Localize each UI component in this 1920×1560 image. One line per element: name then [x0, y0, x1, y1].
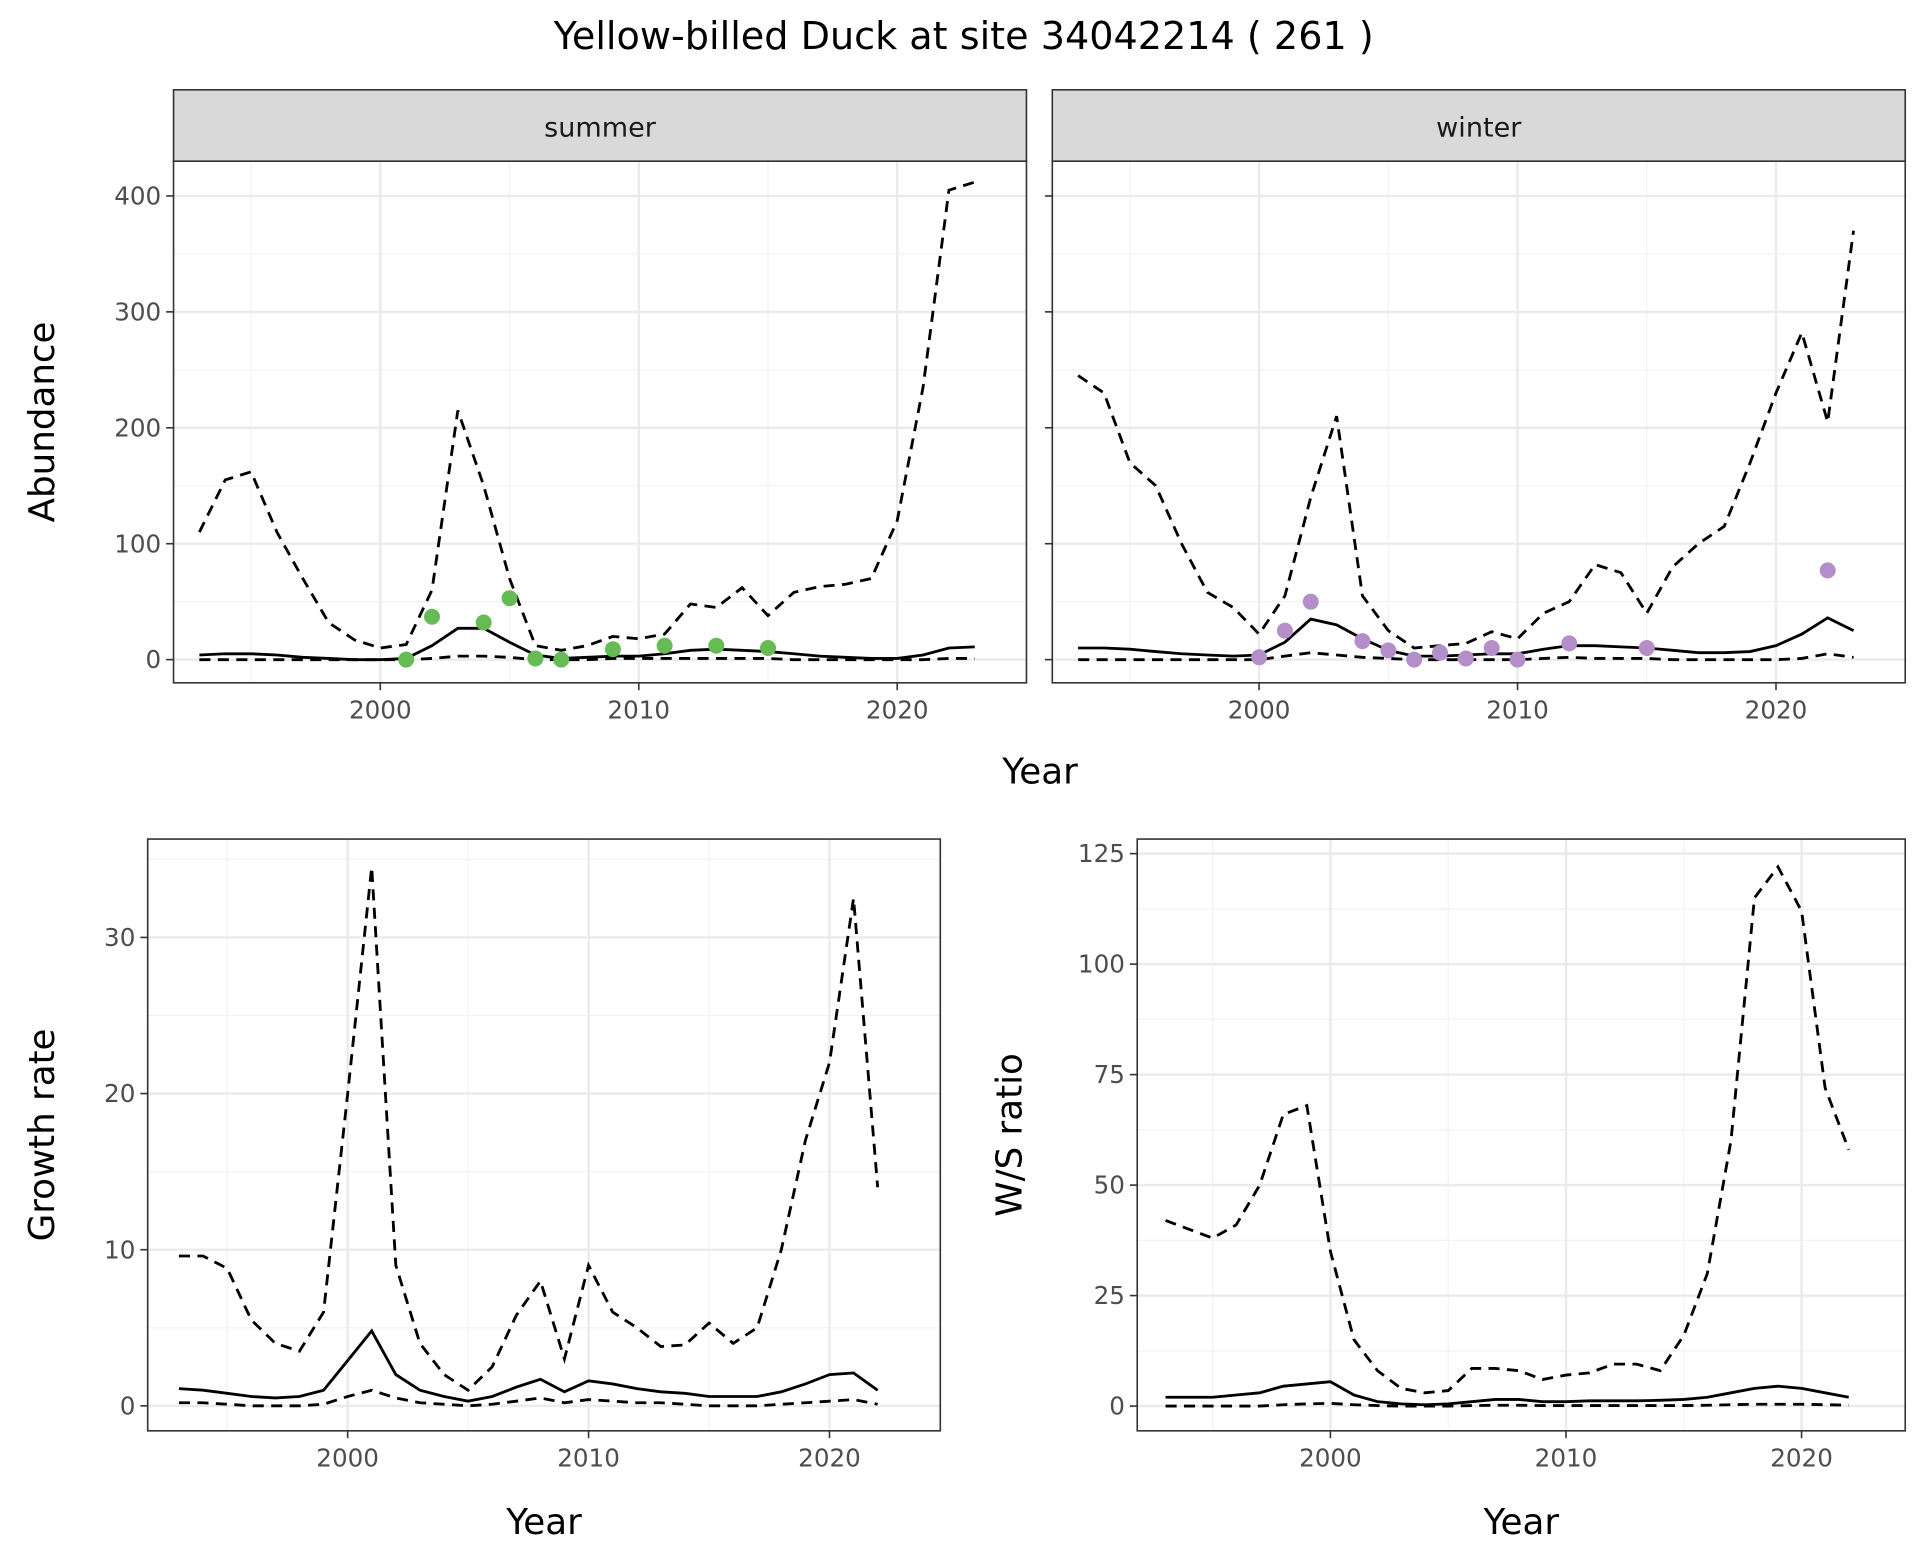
data-point	[656, 637, 673, 654]
data-point	[1251, 649, 1268, 666]
data-point	[501, 590, 518, 607]
panel-growth: 2000 2010 2020 0 10 20 30 Growth rate Year	[22, 838, 942, 1543]
x-tick-label: 2000	[1228, 695, 1291, 724]
y-tick-label: 30	[104, 923, 135, 952]
data-point	[1509, 651, 1526, 668]
y-axis-title: Growth rate	[22, 1028, 63, 1241]
x-axis-title: Year	[1001, 752, 1078, 793]
x-tick-label: 2020	[798, 1444, 861, 1473]
data-point	[1354, 633, 1371, 650]
x-tick-label: 2010	[607, 695, 670, 724]
y-tick-label: 50	[1094, 1171, 1125, 1200]
y-axis-title: Abundance	[22, 322, 63, 523]
y-tick-label: 0	[146, 645, 162, 674]
series-line-upper	[178, 866, 880, 1393]
y-tick-label: 300	[114, 297, 161, 326]
data-point	[1638, 640, 1655, 657]
data-point	[1457, 650, 1474, 667]
panel-border	[1136, 838, 1907, 1432]
x-tick-label: 2020	[866, 695, 929, 724]
plot-background	[1137, 839, 1906, 1431]
series-line-mean	[178, 1328, 879, 1403]
plot-background	[1052, 161, 1906, 683]
data-point	[1302, 593, 1319, 610]
facet-strip-label: winter	[1436, 113, 1522, 144]
panel-summer: 2000 2010 2020 0 100 200 300 400 summer Abundance…	[22, 89, 1078, 793]
plot-background	[173, 161, 1027, 683]
y-tick-label: 25	[1094, 1281, 1125, 1310]
y-tick-label: 400	[114, 182, 161, 211]
facet-strip-label: summer	[544, 113, 657, 144]
y-tick-label: 100	[114, 529, 161, 558]
panel-winter: 2000 2010 2020 winter	[1044, 89, 1907, 724]
data-point	[1380, 642, 1397, 659]
y-tick-label: 20	[104, 1079, 135, 1108]
series-line-mean	[1165, 1380, 1849, 1407]
figure-title: Yellow-billed Duck at site 34042214 ( 26…	[553, 14, 1374, 58]
series-line-lower	[178, 1388, 878, 1408]
data-point	[1276, 622, 1293, 639]
x-tick-label: 2010	[1486, 695, 1549, 724]
x-tick-label: 2000	[349, 695, 412, 724]
data-point	[1432, 644, 1448, 661]
y-tick-label: 0	[120, 1391, 136, 1420]
series-line-lower	[199, 654, 975, 662]
data-point	[1819, 562, 1836, 579]
y-tick-label: 0	[1109, 1392, 1125, 1421]
data-point	[708, 637, 725, 654]
plot-background	[147, 839, 941, 1431]
facet-strip	[172, 89, 1028, 162]
y-axis-title: W/S ratio	[990, 1053, 1031, 1216]
y-tick-label: 200	[114, 413, 161, 442]
y-tick-label: 125	[1078, 839, 1125, 868]
x-axis-title: Year	[1482, 1502, 1559, 1543]
data-point	[1406, 651, 1423, 668]
facet-strip	[1051, 89, 1907, 162]
series-line-upper	[1165, 864, 1851, 1395]
y-tick-label: 10	[104, 1235, 135, 1264]
x-tick-label: 2010	[557, 1444, 620, 1473]
data-point	[424, 608, 440, 625]
x-tick-label: 2020	[1745, 695, 1808, 724]
series-line-upper	[198, 180, 976, 652]
data-point	[1483, 640, 1500, 657]
data-point	[398, 651, 415, 668]
panel-ws: 2000 2010 2020 0 25 50 75 100 125 W/S ratio Year	[990, 838, 1907, 1543]
x-tick-label: 2010	[1535, 1444, 1598, 1473]
data-point	[760, 640, 776, 657]
x-tick-label: 2020	[1770, 1444, 1833, 1473]
series-line-lower	[1165, 1401, 1849, 1408]
x-tick-label: 2000	[316, 1444, 379, 1473]
data-point	[1561, 635, 1578, 652]
panel-border	[146, 838, 942, 1432]
data-point	[527, 650, 544, 667]
y-tick-label: 100	[1078, 950, 1125, 979]
series-line-upper	[1077, 230, 1855, 650]
y-tick-label: 75	[1094, 1060, 1125, 1089]
x-axis-title: Year	[505, 1502, 582, 1543]
data-point	[604, 641, 621, 658]
data-point	[475, 614, 492, 631]
x-tick-label: 2000	[1299, 1444, 1362, 1473]
data-point	[553, 651, 570, 668]
